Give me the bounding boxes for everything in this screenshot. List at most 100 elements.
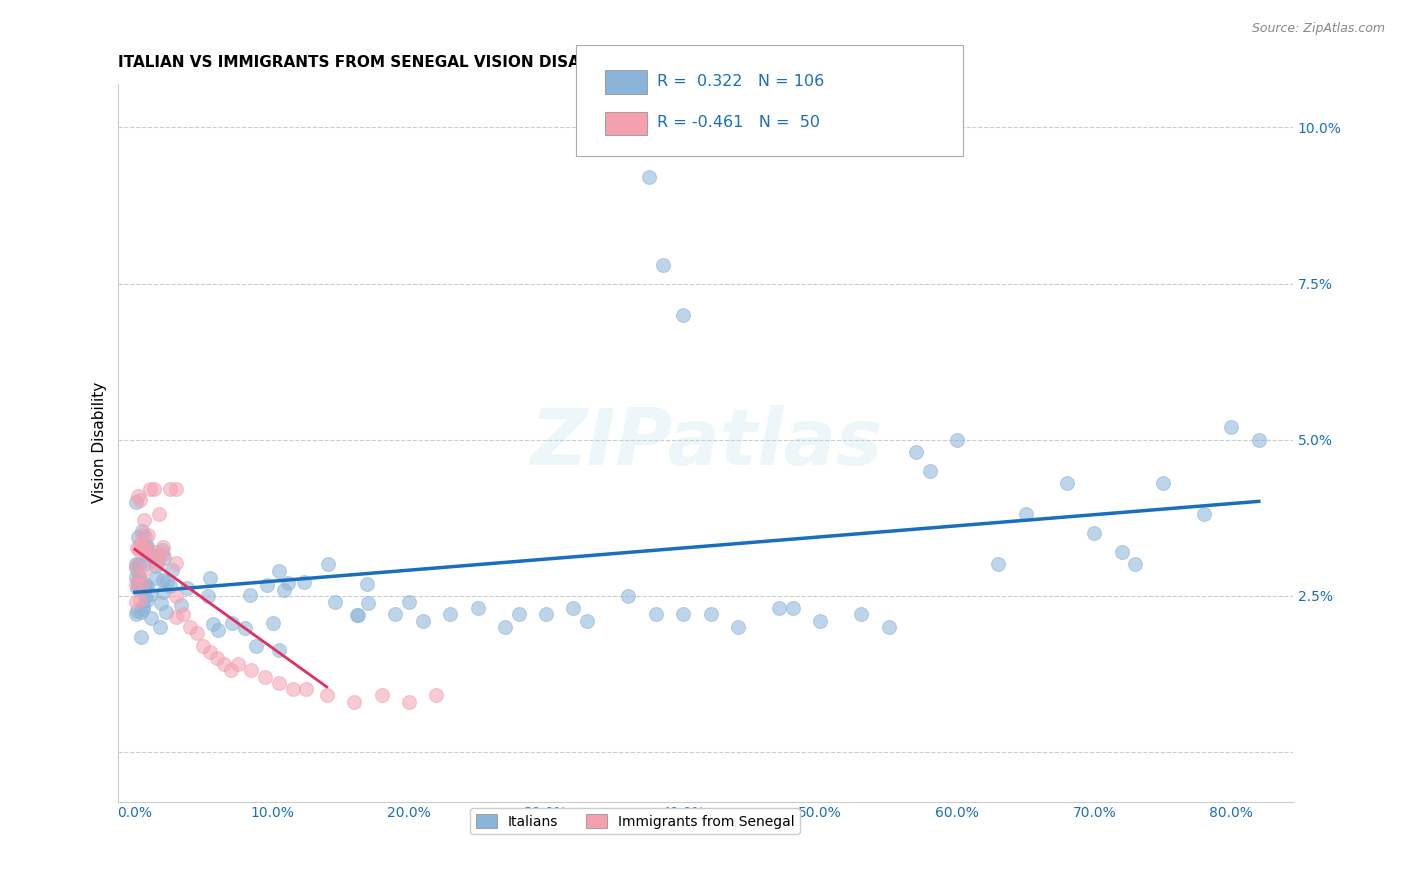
Point — [343, 695, 366, 709]
Point — [254, 670, 277, 684]
Point — [127, 489, 149, 503]
Point — [205, 651, 228, 665]
Point — [1247, 433, 1270, 447]
Point — [273, 582, 295, 597]
Point — [186, 626, 208, 640]
Point — [256, 578, 278, 592]
Point — [346, 607, 368, 622]
Point — [398, 695, 420, 709]
Point — [136, 546, 159, 560]
Point — [125, 595, 148, 609]
Point — [197, 589, 219, 603]
Point — [139, 549, 162, 563]
Point — [142, 550, 165, 565]
Point — [768, 601, 790, 615]
Point — [149, 596, 172, 610]
Point — [1192, 508, 1215, 522]
Point — [145, 558, 167, 573]
Point — [152, 547, 174, 561]
Point — [212, 657, 235, 672]
Point — [152, 584, 174, 599]
Text: R =  0.322   N = 106: R = 0.322 N = 106 — [657, 74, 824, 88]
Point — [672, 308, 695, 322]
Point — [125, 541, 148, 555]
Point — [149, 620, 172, 634]
Point — [131, 581, 153, 595]
Point — [672, 607, 695, 622]
Point — [135, 540, 157, 554]
Point — [131, 576, 153, 591]
Point — [128, 492, 150, 507]
Point — [315, 689, 337, 703]
Point — [128, 542, 150, 557]
Point — [494, 620, 516, 634]
Point — [128, 568, 150, 582]
Point — [160, 563, 183, 577]
Point — [269, 564, 291, 578]
Point — [156, 574, 179, 588]
Point — [356, 577, 378, 591]
Text: R = -0.461   N =  50: R = -0.461 N = 50 — [657, 115, 820, 129]
Point — [135, 546, 157, 560]
Point — [134, 513, 156, 527]
Point — [1111, 545, 1133, 559]
Point — [1083, 526, 1105, 541]
Point — [125, 577, 148, 591]
Point — [159, 483, 181, 497]
Point — [127, 530, 149, 544]
Point — [651, 258, 673, 272]
Point — [179, 620, 201, 634]
Point — [782, 601, 804, 615]
Point — [136, 527, 159, 541]
Legend: Italians, Immigrants from Senegal: Italians, Immigrants from Senegal — [471, 808, 800, 834]
Text: ITALIAN VS IMMIGRANTS FROM SENEGAL VISION DISABILITY CORRELATION CHART: ITALIAN VS IMMIGRANTS FROM SENEGAL VISIO… — [118, 55, 823, 70]
Point — [159, 579, 181, 593]
Point — [134, 530, 156, 544]
Point — [152, 573, 174, 587]
Point — [918, 464, 941, 478]
Point — [323, 595, 346, 609]
Point — [146, 556, 169, 570]
Point — [277, 575, 299, 590]
Point — [172, 607, 194, 622]
Point — [439, 607, 461, 622]
Point — [347, 607, 370, 622]
Point — [125, 581, 148, 595]
Point — [132, 543, 155, 558]
Point — [262, 615, 284, 630]
Point — [146, 552, 169, 566]
Text: Source: ZipAtlas.com: Source: ZipAtlas.com — [1251, 22, 1385, 36]
Point — [139, 611, 162, 625]
Point — [851, 607, 873, 622]
Point — [148, 507, 170, 521]
Point — [155, 606, 177, 620]
Point — [245, 640, 267, 654]
Point — [193, 639, 215, 653]
Point — [576, 614, 599, 628]
Point — [170, 598, 193, 612]
Point — [699, 607, 721, 622]
Point — [644, 607, 666, 622]
Point — [127, 580, 149, 594]
Point — [129, 630, 152, 644]
Point — [129, 592, 152, 607]
Point — [145, 571, 167, 585]
Point — [357, 596, 380, 610]
Point — [207, 623, 229, 637]
Point — [202, 616, 225, 631]
Point — [165, 483, 187, 497]
Point — [141, 587, 163, 601]
Point — [508, 607, 530, 622]
Point — [127, 604, 149, 618]
Point — [637, 170, 659, 185]
Point — [128, 537, 150, 551]
Point — [562, 601, 585, 615]
Point — [135, 580, 157, 594]
Point — [128, 570, 150, 584]
Point — [165, 557, 187, 571]
Point — [987, 558, 1010, 572]
Point — [233, 621, 256, 635]
Point — [139, 483, 162, 497]
Point — [134, 590, 156, 604]
Point — [877, 620, 900, 634]
